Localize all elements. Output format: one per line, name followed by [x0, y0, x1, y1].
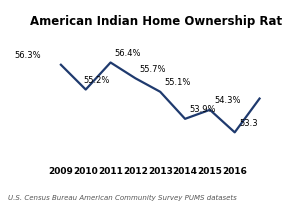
Text: 54.3%: 54.3%	[214, 96, 241, 105]
Text: 55.2%: 55.2%	[83, 76, 109, 85]
Text: 53.9%: 53.9%	[189, 105, 216, 114]
Text: 55.1%: 55.1%	[164, 78, 191, 87]
Text: U.S. Census Bureau American Community Survey PUMS datasets: U.S. Census Bureau American Community Su…	[8, 194, 237, 200]
Text: 55.7%: 55.7%	[140, 64, 166, 73]
Text: 56.3%: 56.3%	[15, 51, 41, 60]
Title: American Indian Home Ownership Rate: American Indian Home Ownership Rate	[30, 15, 282, 28]
Text: 56.4%: 56.4%	[115, 49, 141, 58]
Text: 53.3: 53.3	[239, 118, 257, 127]
